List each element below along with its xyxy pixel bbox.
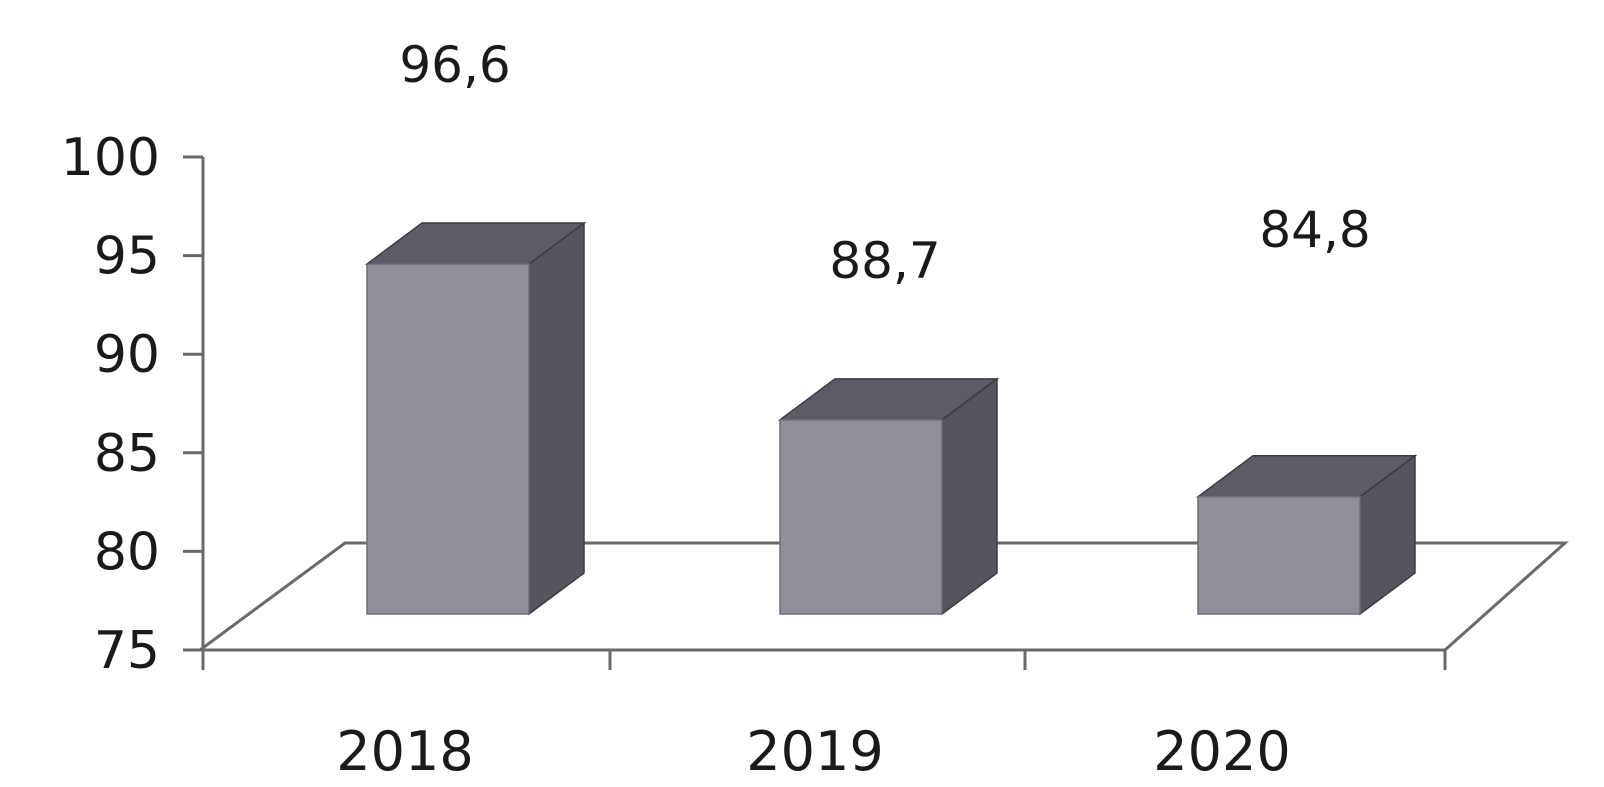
bar-2020 — [1198, 456, 1415, 614]
y-tick-label: 100 — [61, 128, 160, 188]
label-group: 100 95 90 85 80 75 96,6 2018 88,7 2019 84,8 2020 — [61, 36, 1371, 783]
bar-front-face — [367, 264, 529, 614]
y-tick-label: 90 — [94, 325, 160, 385]
y-tick-label: 75 — [94, 621, 160, 681]
bar-side-face — [529, 223, 584, 614]
y-tick-label: 95 — [94, 227, 160, 287]
bar-front-face — [1198, 497, 1360, 614]
data-label: 96,6 — [399, 36, 510, 94]
bar-front-face — [780, 420, 942, 614]
y-tick-label: 80 — [94, 522, 160, 582]
x-category-label: 2020 — [1153, 720, 1290, 783]
bar-2018 — [367, 223, 584, 614]
bar-2019 — [780, 379, 997, 614]
y-tick-label: 85 — [94, 424, 160, 484]
x-category-label: 2019 — [746, 720, 883, 783]
x-category-label: 2018 — [336, 720, 473, 783]
data-label: 88,7 — [829, 232, 940, 290]
data-label: 84,8 — [1259, 201, 1370, 259]
